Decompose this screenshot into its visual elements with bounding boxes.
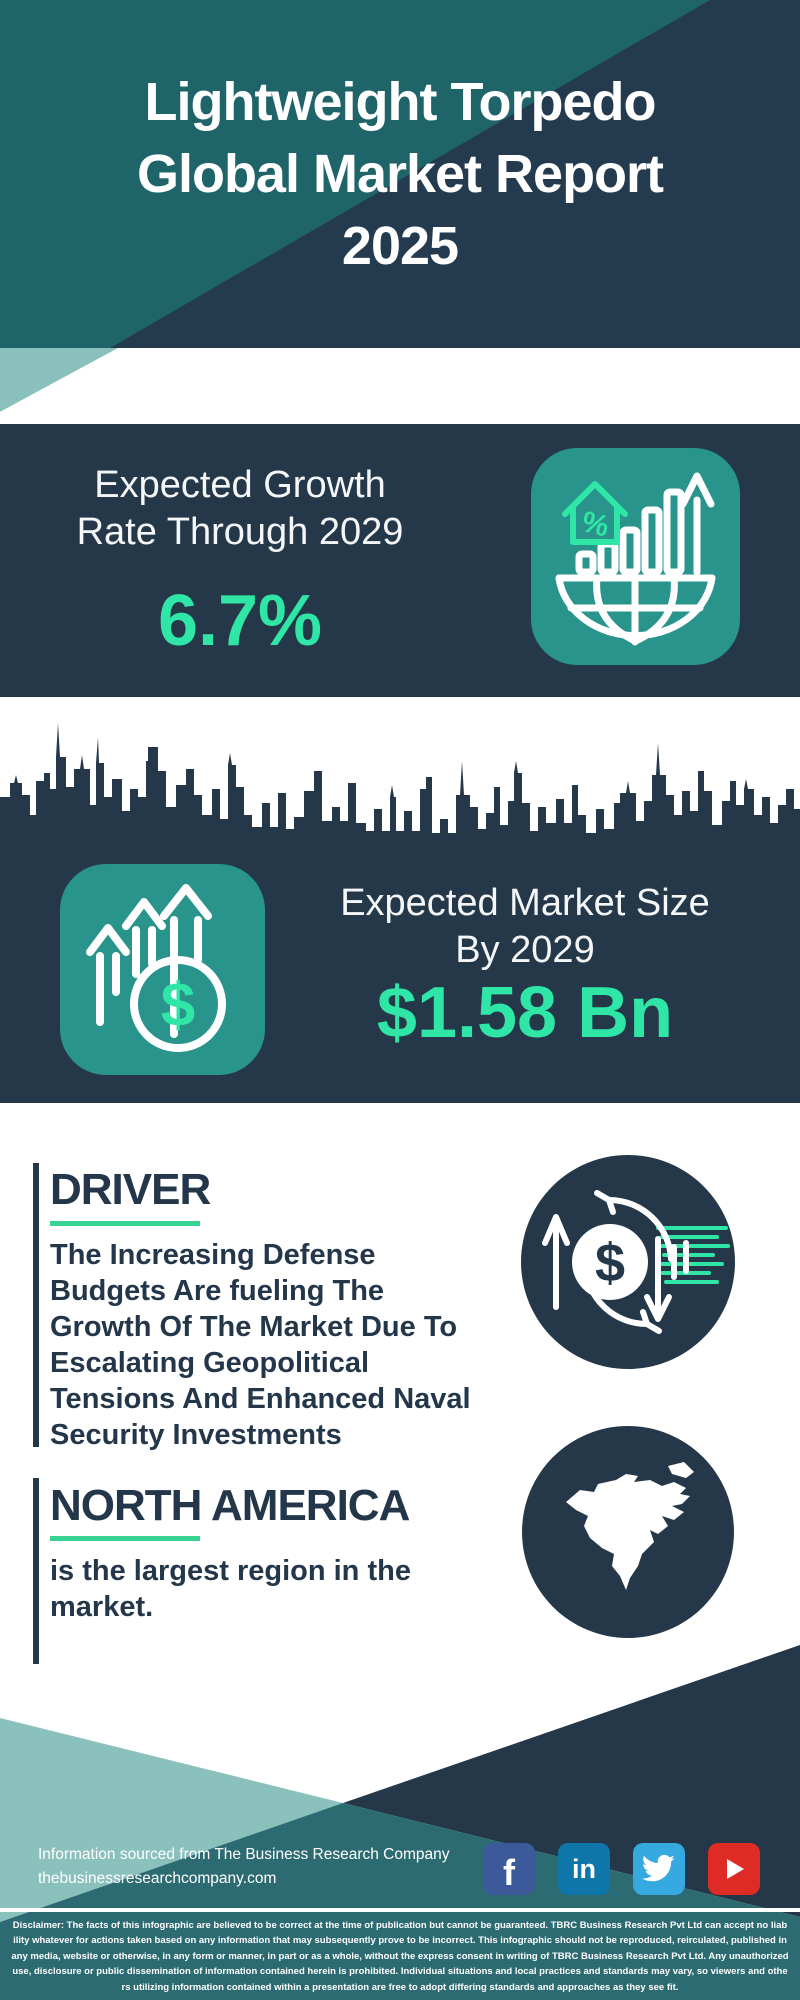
footer-separator-line [0, 1908, 800, 1912]
money-flow-icon: $ [521, 1155, 735, 1374]
disclaimer-line: Disclaimer: The facts of this infographi… [12, 1920, 788, 1931]
youtube-icon[interactable] [708, 1843, 760, 1895]
seafoam-triangle [0, 348, 118, 412]
growth-rate-value: 6.7% [157, 581, 323, 661]
linkedin-tm: ™ [609, 1890, 617, 1899]
disclaimer-line: ility whatever for actions taken based o… [13, 1935, 787, 1947]
footer-navy-triangle [343, 1645, 800, 1917]
growth-heading: Expected Growth Rate Through 2029 [0, 462, 480, 556]
market-heading-line2: By 2029 [455, 929, 595, 971]
title-line-3: 2025 [341, 216, 459, 276]
driver-label: DRIVER [50, 1165, 211, 1214]
title-line-2: Global Market Report [136, 144, 664, 204]
driver-line: Escalating Geopolitical [50, 1347, 370, 1379]
region-label: NORTH AMERICA [50, 1481, 410, 1530]
driver-line: The Increasing Defense [50, 1239, 376, 1271]
social-links: f in ™ [483, 1843, 760, 1899]
twitter-bird-glyph [642, 1854, 675, 1882]
title-line-1: Lightweight Torpedo [144, 72, 657, 132]
market-size-value: $1.58 Bn [376, 973, 674, 1053]
twitter-icon[interactable] [633, 1843, 685, 1895]
market-size-heading: Expected Market Size By 2029 [290, 880, 760, 974]
growth-globe-icon: % [531, 448, 740, 665]
facebook-icon[interactable]: f [483, 1843, 535, 1895]
driver-line: Security Investments [50, 1419, 342, 1451]
driver-line: Budgets Are fueling The [50, 1275, 385, 1307]
dollar-glyph: $ [161, 971, 195, 1040]
north-america-map-icon [522, 1426, 734, 1643]
disclaimer-line: use, disclosure or public dissemination … [12, 1966, 788, 1978]
region-accent-bar [33, 1478, 39, 1664]
footer-background [0, 1645, 800, 2000]
page-title: Lightweight Torpedo Global Market Report… [0, 66, 800, 282]
driver-accent-bar [33, 1163, 39, 1447]
driver-text: The Increasing Defense Budgets Are fueli… [50, 1237, 471, 1453]
growth-heading-line2: Rate Through 2029 [76, 511, 404, 553]
arrows-dollar-icon: $ [86, 884, 226, 1052]
dollar-glyph: $ [595, 1233, 625, 1293]
market-growth-icon: $ [60, 864, 265, 1075]
play-glyph [727, 1859, 744, 1879]
white-divider-band [0, 348, 800, 424]
driver-underline [50, 1221, 200, 1226]
market-heading-line1: Expected Market Size [340, 882, 710, 924]
header-banner: Lightweight Torpedo Global Market Report… [0, 0, 800, 348]
house-percent-glyph [562, 481, 628, 545]
region-line: is the largest region in the [50, 1555, 411, 1587]
linkedin-glyph: in [572, 1853, 596, 1884]
footer-seafoam-triangle [0, 1718, 343, 1922]
region-line: market. [50, 1591, 154, 1623]
disclaimer-line: any media, website or otherwise, in any … [11, 1950, 789, 1962]
driver-line: Tensions And Enhanced Naval [50, 1383, 471, 1415]
region-text: is the largest region in the market. [50, 1553, 411, 1625]
linkedin-icon[interactable]: in ™ [558, 1843, 617, 1899]
disclaimer-text: Disclaimer: The facts of this infographi… [0, 1918, 800, 1995]
facebook-glyph: f [503, 1852, 515, 1893]
source-text: Information sourced from The Business Re… [38, 1846, 450, 1863]
website-link[interactable]: thebusinessresearchcompany.com [38, 1870, 277, 1887]
region-underline [50, 1536, 200, 1541]
percent-glyph: % [578, 505, 612, 543]
growth-heading-line1: Expected Growth [94, 464, 386, 506]
disclaimer-line: rs utilizing information contained withi… [121, 1981, 679, 1993]
skyline-silhouette [0, 723, 800, 845]
footer-teal-overlap [0, 1803, 800, 2000]
city-skyline [0, 697, 800, 845]
globe-bar-chart-icon: % [555, 472, 716, 646]
driver-line: Growth Of The Market Due To [50, 1311, 458, 1343]
